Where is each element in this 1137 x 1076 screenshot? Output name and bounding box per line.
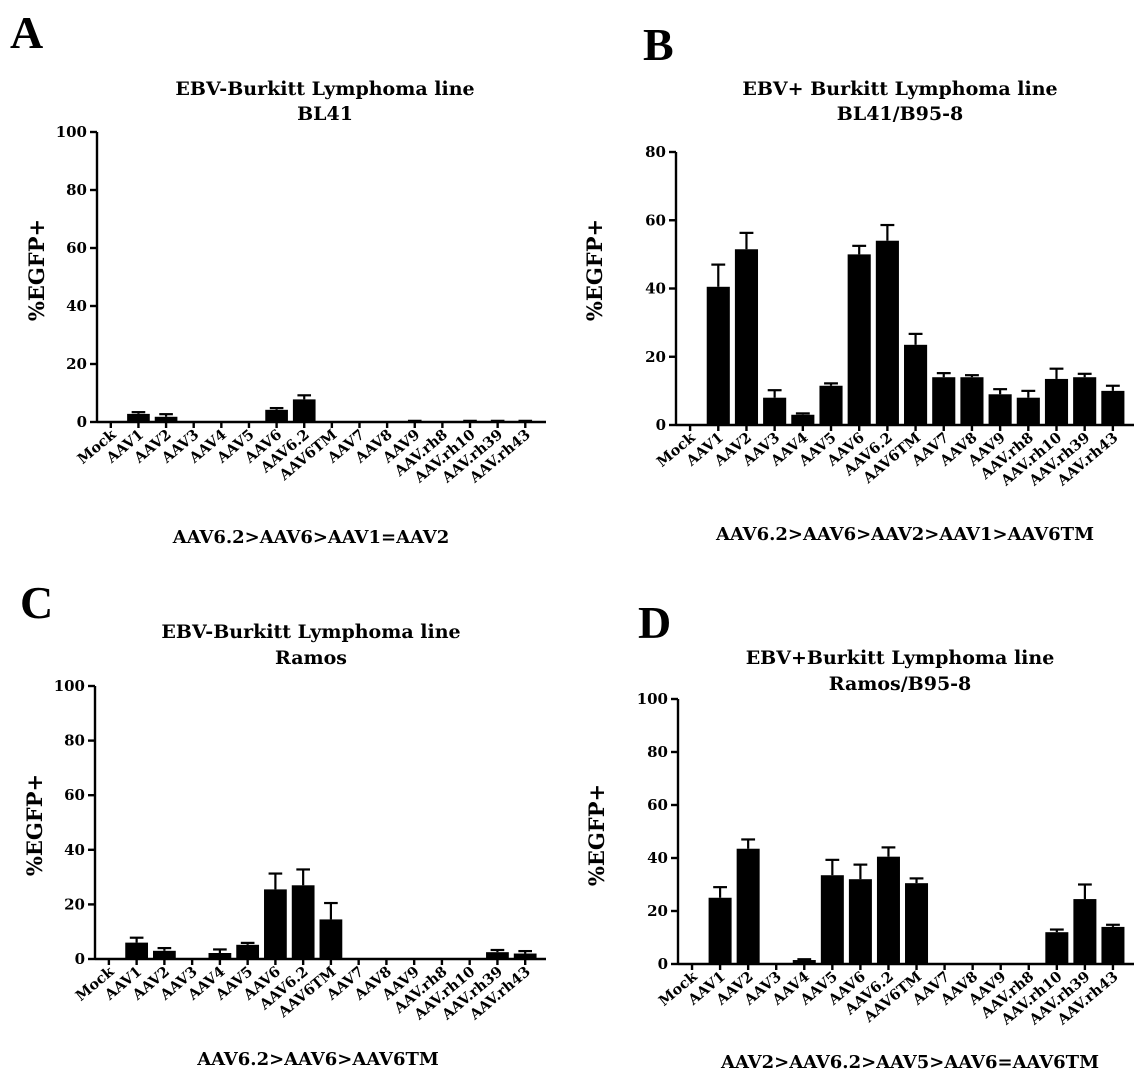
- y-tick-label: 20: [64, 895, 85, 913]
- bar-aav3: [763, 397, 787, 425]
- bar-aav8: [960, 377, 984, 425]
- bar-aav1: [706, 286, 730, 425]
- bar-aavrh10: [1044, 378, 1069, 425]
- bar-aav1: [708, 897, 732, 964]
- bar-aav62: [876, 856, 900, 964]
- y-tick-label: 80: [645, 143, 666, 161]
- y-tick-label: 40: [645, 280, 666, 298]
- panel-D: D EBV+Burkitt Lymphoma line Ramos/B95-8 %EG…: [584, 597, 1134, 1073]
- y-tick-label: 80: [647, 743, 668, 761]
- y-axis-label: %EGFP+: [22, 774, 47, 876]
- bar-aav6: [847, 254, 871, 425]
- bar-aav62: [292, 399, 316, 422]
- bar-aavrh8: [1016, 397, 1040, 425]
- bar-aav2: [154, 416, 178, 422]
- bar-aav5: [236, 944, 260, 959]
- bar-aav1: [125, 942, 149, 959]
- panel-C: C EBV-Burkitt Lymphoma line Ramos %EGFP+ 0 20…: [20, 577, 546, 1070]
- bar-aav62: [291, 885, 315, 959]
- bar-aav5: [820, 875, 844, 964]
- chart-title-line: BL41/B95-8: [837, 103, 963, 125]
- bar-aavrh43: [1101, 390, 1125, 425]
- bar-aav9: [988, 394, 1012, 425]
- y-tick-label: 0: [656, 416, 666, 434]
- y-tick-label: 20: [66, 355, 87, 373]
- y-tick-label: 60: [647, 796, 668, 814]
- y-tick-label: 0: [658, 955, 668, 973]
- ranking-annotation: AAV2>AAV6.2>AAV5>AAV6=AAV6TM: [720, 1052, 1099, 1073]
- y-tick-label: 40: [647, 849, 668, 867]
- ranking-annotation: AAV6.2>AAV6>AAV2>AAV1>AAV6TM: [715, 524, 1094, 545]
- bar-aav2: [734, 249, 759, 425]
- bar-aav6: [264, 889, 287, 959]
- bar-aav2: [736, 848, 760, 964]
- bar-aav4: [791, 414, 815, 425]
- bar-aav6tm: [904, 344, 928, 425]
- bar-aav6: [848, 879, 872, 964]
- panel-B: B EBV+ Burkitt Lymphoma line BL41/B95-8 %EG…: [582, 19, 1134, 545]
- y-axis-label: %EGFP+: [582, 219, 607, 321]
- bar-aav4: [208, 952, 232, 959]
- panel-letter: D: [638, 597, 671, 648]
- panel-letter: C: [20, 577, 53, 628]
- y-axis-label: %EGFP+: [584, 784, 609, 886]
- bar-aavrh39: [1073, 899, 1097, 964]
- bar-aav5: [819, 385, 843, 425]
- panel-A: A EBV-Burkitt Lymphoma line BL41 %EGFP+ 0 20 4…: [10, 7, 546, 548]
- bar-aavrh43: [1101, 926, 1125, 964]
- bar-aav6tm: [905, 883, 929, 964]
- panel-letter: B: [643, 19, 674, 70]
- ranking-annotation: AAV6.2>AAV6>AAV1=AAV2: [172, 527, 450, 548]
- y-tick-label: 80: [64, 732, 85, 750]
- bar-aavrh10: [1045, 932, 1069, 964]
- y-tick-label: 100: [56, 123, 87, 141]
- chart-title-line: BL41: [297, 103, 353, 125]
- bar-aav1: [127, 413, 150, 422]
- y-tick-label: 100: [54, 677, 85, 695]
- y-axis-label: %EGFP+: [24, 219, 49, 321]
- bar-aavrh43: [513, 953, 537, 959]
- y-tick-label: 0: [77, 413, 87, 431]
- y-tick-label: 60: [645, 211, 666, 229]
- bar-aavrh39: [1073, 377, 1097, 425]
- y-tick-label: 60: [66, 239, 87, 257]
- ranking-annotation: AAV6.2>AAV6>AAV6TM: [196, 1049, 439, 1070]
- bar-aav6tm: [319, 919, 343, 959]
- y-tick-label: 80: [66, 181, 87, 199]
- panel-letter: A: [10, 7, 43, 58]
- bar-aav62: [875, 240, 899, 425]
- y-tick-label: 40: [66, 297, 87, 315]
- chart-title-line: EBV+ Burkitt Lymphoma line: [742, 78, 1057, 100]
- y-tick-label: 0: [75, 950, 85, 968]
- y-tick-label: 100: [637, 690, 668, 708]
- y-tick-label: 60: [64, 786, 85, 804]
- chart-title-line: Ramos/B95-8: [829, 673, 972, 695]
- y-tick-label: 20: [647, 902, 668, 920]
- bar-aavrh39: [486, 952, 509, 959]
- chart-title-line: Ramos: [275, 647, 347, 669]
- y-tick-label: 20: [645, 348, 666, 366]
- bar-aav6: [265, 409, 288, 422]
- y-tick-label: 40: [64, 841, 85, 859]
- chart-title-line: EBV-Burkitt Lymphoma line: [175, 78, 474, 100]
- bar-aav7: [932, 377, 956, 425]
- chart-title-line: EBV-Burkitt Lymphoma line: [161, 621, 460, 643]
- bar-aav2: [153, 950, 176, 959]
- bar-aav4: [792, 960, 816, 964]
- chart-title-line: EBV+Burkitt Lymphoma line: [746, 647, 1055, 669]
